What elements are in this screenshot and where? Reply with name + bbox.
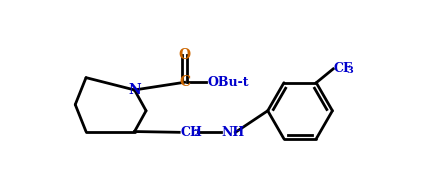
Text: 3: 3: [346, 66, 353, 75]
Text: CF: CF: [334, 62, 353, 75]
Text: 2: 2: [193, 129, 200, 138]
Text: NH: NH: [221, 126, 245, 139]
Text: C: C: [179, 75, 190, 89]
Text: CH: CH: [181, 126, 203, 139]
Text: OBu-t: OBu-t: [208, 76, 249, 89]
Text: O: O: [179, 48, 191, 62]
Text: N: N: [128, 83, 141, 97]
